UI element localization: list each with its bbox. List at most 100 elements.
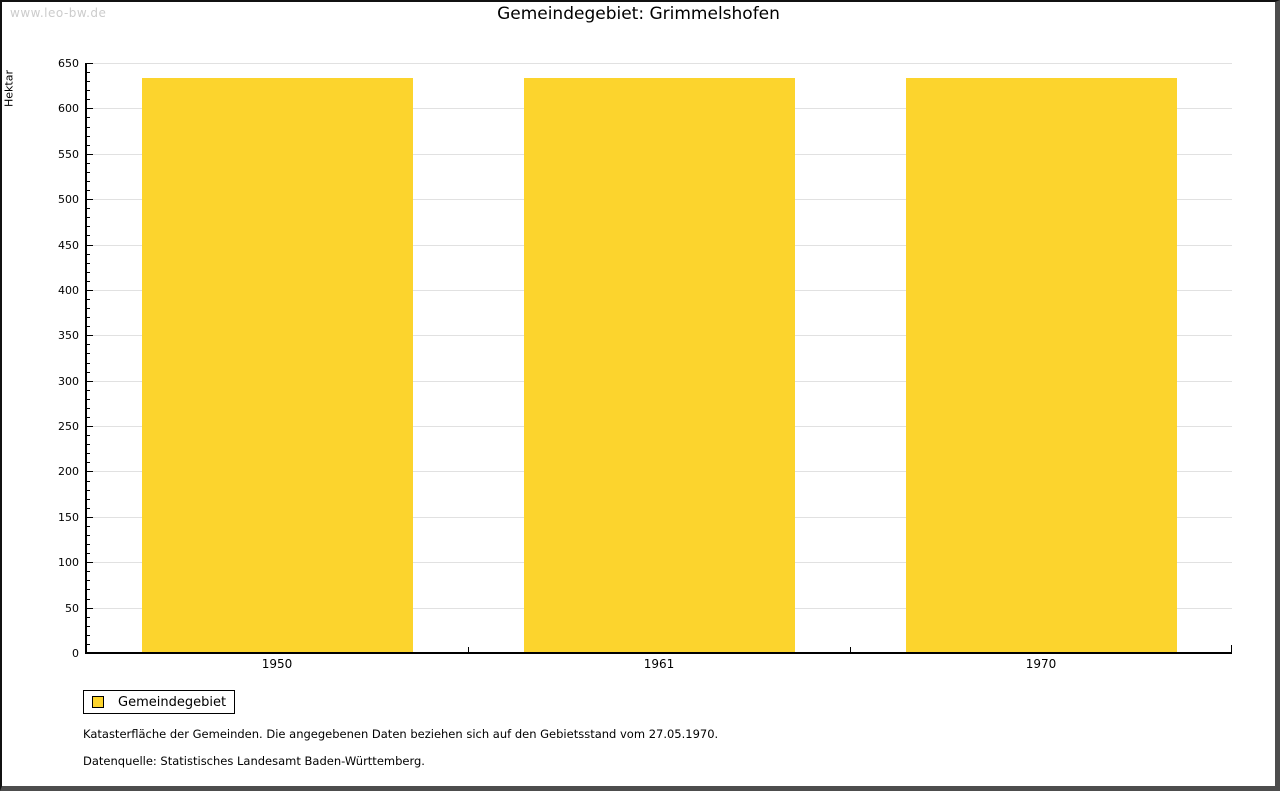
y-tick-90 — [86, 571, 90, 573]
y-tick-420 — [86, 271, 90, 273]
y-tick-330 — [86, 353, 90, 355]
y-tick-120 — [86, 544, 90, 546]
x-end-tick — [1231, 645, 1232, 653]
y-tick-250 — [86, 426, 93, 428]
y-tick-550 — [86, 153, 93, 155]
y-tick-280 — [86, 398, 90, 400]
y-tick-200 — [86, 471, 93, 473]
y-axis-line — [85, 63, 87, 654]
y-tick-240 — [86, 435, 90, 437]
x-boundary-tick-1 — [468, 647, 469, 653]
y-tick-180 — [86, 489, 90, 491]
y-tick-580 — [86, 126, 90, 128]
y-tick-260 — [86, 417, 90, 418]
y-tick-label-150: 150 — [58, 510, 79, 524]
y-tick-370 — [86, 317, 90, 319]
chart-source: Datenquelle: Statistisches Landesamt Bad… — [83, 754, 425, 768]
y-tick-460 — [86, 235, 90, 237]
y-tick-340 — [86, 344, 90, 346]
bar-1970 — [905, 78, 1177, 653]
y-tick-130 — [86, 535, 90, 536]
y-tick-650 — [86, 63, 93, 64]
y-tick-590 — [86, 117, 90, 119]
y-tick-label-400: 400 — [58, 283, 79, 297]
y-tick-560 — [86, 144, 90, 146]
y-tick-410 — [86, 280, 90, 282]
y-tick-380 — [86, 308, 90, 310]
y-tick-510 — [86, 190, 90, 192]
y-tick-210 — [86, 462, 90, 464]
legend-label: Gemeindegebiet — [118, 694, 227, 710]
y-tick-220 — [86, 453, 90, 455]
y-tick-100 — [86, 562, 93, 564]
y-tick-40 — [86, 616, 90, 618]
y-tick-490 — [86, 208, 90, 210]
x-tick-label-1970: 1970 — [1025, 657, 1057, 671]
y-tick-620 — [86, 90, 90, 92]
y-tick-label-0: 0 — [72, 647, 79, 660]
y-tick-label-200: 200 — [58, 465, 79, 479]
y-tick-label-550: 550 — [58, 147, 79, 161]
y-tick-160 — [86, 507, 90, 509]
y-tick-480 — [86, 217, 90, 219]
y-tick-20 — [86, 634, 90, 636]
y-tick-610 — [86, 99, 90, 101]
y-tick-label-600: 600 — [58, 102, 79, 116]
y-tick-150 — [86, 516, 93, 518]
bar-1961 — [523, 78, 795, 653]
y-tick-80 — [86, 580, 90, 582]
y-tick-290 — [86, 389, 90, 391]
y-tick-500 — [86, 199, 93, 201]
y-tick-360 — [86, 326, 90, 328]
bar-1950 — [141, 78, 413, 653]
y-tick-230 — [86, 444, 90, 446]
y-tick-140 — [86, 525, 90, 527]
chart-title: Gemeindegebiet: Grimmelshofen — [497, 4, 780, 24]
y-tick-470 — [86, 226, 90, 228]
gridline-650 — [86, 63, 1232, 64]
y-tick-label-650: 650 — [58, 57, 79, 70]
y-tick-570 — [86, 135, 90, 137]
y-tick-530 — [86, 171, 90, 173]
y-tick-400 — [86, 289, 93, 291]
y-tick-630 — [86, 81, 90, 83]
y-tick-190 — [86, 480, 90, 482]
legend: Gemeindegebiet — [83, 690, 235, 714]
y-tick-300 — [86, 380, 93, 382]
y-tick-170 — [86, 498, 90, 500]
y-tick-600 — [86, 108, 93, 110]
y-tick-10 — [86, 643, 90, 645]
y-tick-640 — [86, 72, 90, 74]
y-tick-label-300: 300 — [58, 374, 79, 388]
y-tick-label-250: 250 — [58, 420, 79, 434]
y-tick-label-500: 500 — [58, 193, 79, 207]
legend-swatch-gemeindegebiet — [92, 696, 104, 708]
y-tick-label-350: 350 — [58, 329, 79, 343]
y-tick-320 — [86, 362, 90, 364]
chart-footnote: Katasterfläche der Gemeinden. Die angege… — [83, 727, 719, 741]
y-tick-label-450: 450 — [58, 238, 79, 252]
y-tick-540 — [86, 162, 90, 164]
y-tick-350 — [86, 335, 93, 337]
x-tick-label-1950: 1950 — [261, 657, 293, 671]
y-tick-450 — [86, 244, 93, 246]
y-tick-label-100: 100 — [58, 556, 79, 570]
y-tick-30 — [86, 625, 90, 627]
y-tick-390 — [86, 299, 90, 300]
y-tick-430 — [86, 262, 90, 264]
y-tick-70 — [86, 589, 90, 591]
x-boundary-tick-2 — [850, 647, 851, 653]
y-tick-label-50: 50 — [65, 601, 79, 615]
y-tick-440 — [86, 253, 90, 255]
y-tick-50 — [86, 607, 93, 609]
y-tick-110 — [86, 553, 90, 555]
y-tick-310 — [86, 371, 90, 373]
y-tick-270 — [86, 407, 90, 409]
watermark-leo-bw: www.leo-bw.de — [10, 6, 107, 20]
y-tick-60 — [86, 598, 90, 600]
y-tick-520 — [86, 181, 90, 182]
x-axis-line — [85, 652, 1232, 654]
x-tick-label-1961: 1961 — [643, 657, 675, 671]
